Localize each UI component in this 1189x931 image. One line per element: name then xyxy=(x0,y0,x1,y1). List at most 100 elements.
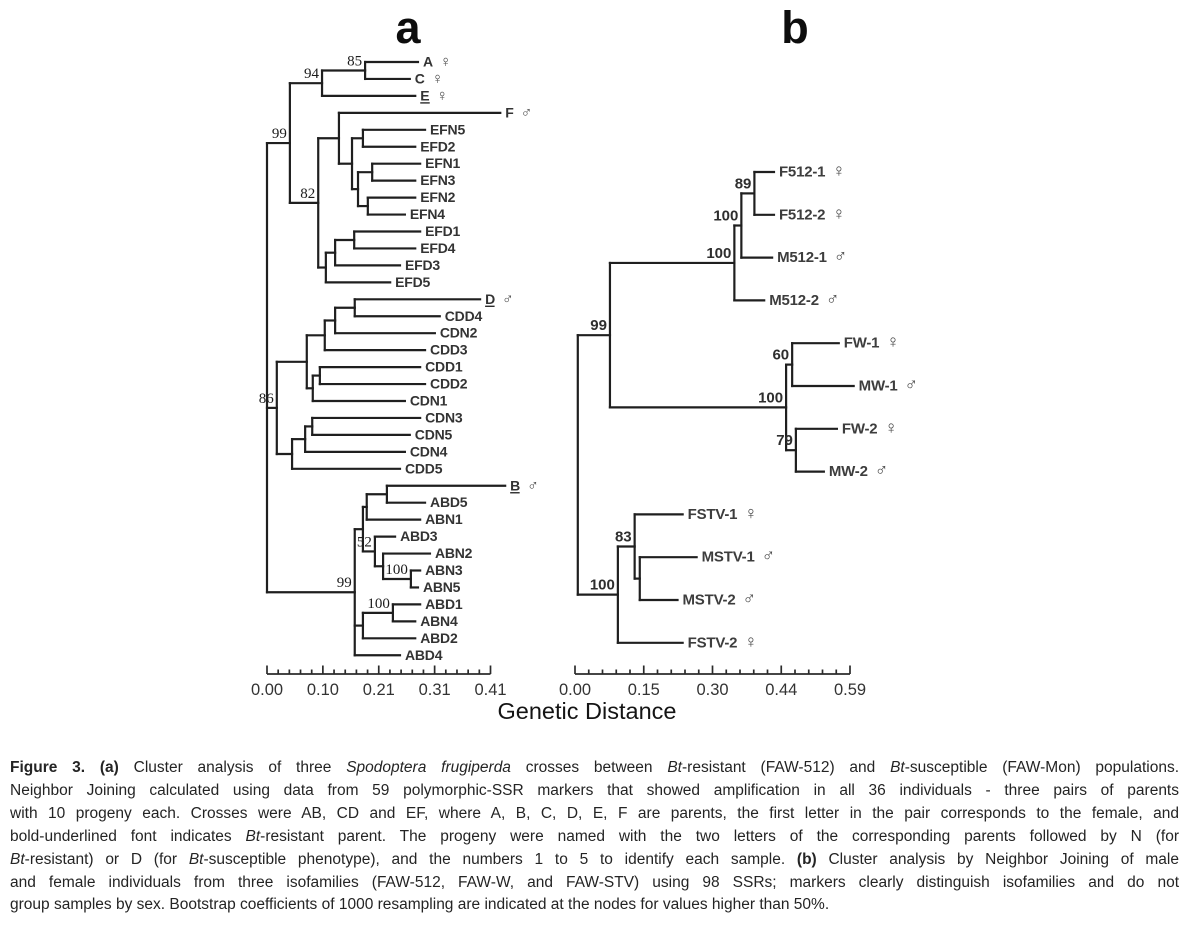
leaf-label: EFN4 xyxy=(410,206,445,222)
bootstrap-value: 60 xyxy=(772,347,789,364)
leaf-label: B ♂ xyxy=(510,477,539,494)
leaf-label: FSTV-1 ♀ xyxy=(688,503,758,523)
caption-line: and female individuals from three isofam… xyxy=(10,872,1179,895)
axis-b: 0.00 0.15 0.30 0.44 0.59 xyxy=(559,665,866,699)
axis-tick-label: 0.10 xyxy=(307,681,339,699)
bootstrap-value: 100 xyxy=(590,577,615,594)
leaf-label: MW-2 ♂ xyxy=(829,460,888,480)
caption-text: Neighbor Joining calculated using data f… xyxy=(10,781,1179,799)
leaf-label: EFD1 xyxy=(425,223,460,239)
male-icon: ♂ xyxy=(905,375,919,395)
leaf-label: CDD2 xyxy=(430,376,468,392)
leaf-label: EFN1 xyxy=(425,155,460,171)
caption-text: bold-underlined font indicates xyxy=(10,827,246,845)
bootstrap-value: 100 xyxy=(385,562,408,578)
dendrogram-a: A ♀C ♀ 85 E ♀ 94 F ♂ EFN5EFD2EFN1EFN3EFN2EFN4EFD1… xyxy=(259,53,539,662)
xaxis-label: Genetic Distance xyxy=(497,698,677,724)
leaf-label: ABN1 xyxy=(425,511,463,527)
leaf-label: F512-2 ♀ xyxy=(779,203,846,223)
figure-caption: Figure 3. (a) Cluster analysis of three … xyxy=(10,757,1179,917)
leaf-label: MSTV-2 ♂ xyxy=(683,589,756,609)
caption-text: Bt xyxy=(245,827,261,845)
axis-tick-label: 0.00 xyxy=(559,681,591,699)
bootstrap-value: 100 xyxy=(367,596,390,612)
dendrogram-figure: A ♀C ♀ 85 E ♀ 94 F ♂ EFN5EFD2EFN1EFN3EFN2EFN4EFD1… xyxy=(251,53,918,699)
leaf-label: E ♀ xyxy=(420,87,448,104)
panel-a-label: a xyxy=(395,2,421,53)
leaf-label: EFN5 xyxy=(430,121,465,137)
caption-text: Bt xyxy=(890,759,905,776)
caption-line: group samples by sex. Bootstrap coeffici… xyxy=(10,894,1179,917)
bootstrap-value: 99 xyxy=(590,317,607,334)
bootstrap-value: 82 xyxy=(300,186,315,202)
caption-text: crosses between xyxy=(510,759,668,776)
leaf-label: M512-1 ♂ xyxy=(777,246,847,266)
leaf-label: D ♂ xyxy=(485,291,514,308)
male-icon: ♂ xyxy=(521,104,533,121)
dendrogram-b: F512-1 ♀ F512-2 ♀ 89 M512-1 ♂ 100 M512-2 ♂ 100 FW-1… xyxy=(576,161,918,651)
leaf-label: ABN5 xyxy=(423,579,461,595)
caption-text: -susceptible phenotype), and the numbers… xyxy=(203,850,797,868)
leaf-label: EFD4 xyxy=(420,240,455,256)
leaf-label: EFN2 xyxy=(420,189,455,205)
leaf-label: MSTV-1 ♂ xyxy=(702,546,775,566)
axis-tick-label: 0.21 xyxy=(363,681,395,699)
axis-a: 0.00 0.10 0.21 0.31 0.41 xyxy=(251,665,507,699)
caption-line: Figure 3. (a) Cluster analysis of three … xyxy=(10,757,1179,780)
caption-text: Bt xyxy=(10,850,25,868)
leaf-label: ABD3 xyxy=(400,528,438,544)
leaf-label: ABN4 xyxy=(420,613,458,629)
leaf-label: ABD2 xyxy=(420,630,458,646)
leaf-label: F512-1 ♀ xyxy=(779,161,846,181)
caption-text: Cluster analysis by Neighbor Joining of … xyxy=(816,850,1179,868)
leaf-label: FSTV-2 ♀ xyxy=(688,631,758,651)
male-icon: ♂ xyxy=(875,460,889,480)
caption-line: bold-underlined font indicates Bt-resist… xyxy=(10,826,1179,849)
caption-text: Figure 3. (a) xyxy=(10,759,134,776)
caption-text: Bt xyxy=(667,759,682,776)
bootstrap-value: 89 xyxy=(735,175,752,192)
bootstrap-value: 99 xyxy=(272,126,287,142)
axis-tick-label: 0.31 xyxy=(419,681,451,699)
male-icon: ♂ xyxy=(834,246,848,266)
caption-line: Neighbor Joining calculated using data f… xyxy=(10,780,1179,803)
bootstrap-value: 52 xyxy=(357,534,372,550)
female-icon: ♀ xyxy=(886,332,900,352)
leaf-label: CDN3 xyxy=(425,409,463,425)
bootstrap-value: 100 xyxy=(706,245,731,262)
male-icon: ♂ xyxy=(826,289,840,309)
male-icon: ♂ xyxy=(743,589,757,609)
leaf-label: MW-1 ♂ xyxy=(859,375,918,395)
caption-line: with 10 progeny each. Crosses were AB, C… xyxy=(10,803,1179,826)
leaf-label: ABN3 xyxy=(425,562,463,578)
bootstrap-value: 83 xyxy=(615,529,632,546)
leaf-label: ABD4 xyxy=(405,647,443,663)
female-icon: ♀ xyxy=(432,70,444,87)
leaf-label: EFD5 xyxy=(395,274,430,290)
male-icon: ♂ xyxy=(762,546,776,566)
leaf-label: EFN3 xyxy=(420,172,455,188)
leaf-label: EFD3 xyxy=(405,257,440,273)
leaf-label: ABD5 xyxy=(430,494,468,510)
caption-text: -resistant (FAW-512) and xyxy=(682,759,891,776)
bootstrap-value: 99 xyxy=(337,575,352,591)
leaf-label: F ♂ xyxy=(505,104,532,121)
leaf-label: A ♀ xyxy=(423,54,452,71)
bootstrap-value: 86 xyxy=(259,391,275,407)
axis-tick-label: 0.41 xyxy=(474,681,506,699)
leaf-label: M512-2 ♂ xyxy=(769,289,839,309)
axis-tick-label: 0.44 xyxy=(765,681,797,699)
caption-text: -resistant parent. The progeny were name… xyxy=(260,827,1179,845)
female-icon: ♀ xyxy=(440,54,452,71)
leaf-label: CDN2 xyxy=(440,325,478,341)
leaf-label: CDN5 xyxy=(415,426,453,442)
leaf-label: FW-2 ♀ xyxy=(842,417,898,437)
caption-text: -susceptible (FAW-Mon) populations. xyxy=(904,759,1179,776)
male-icon: ♂ xyxy=(502,291,514,308)
leaf-label: CDD5 xyxy=(405,460,443,476)
female-icon: ♀ xyxy=(884,417,898,437)
bootstrap-value: 94 xyxy=(304,66,320,82)
caption-text: -resistant) or D (for xyxy=(24,850,189,868)
axis-tick-label: 0.59 xyxy=(834,681,866,699)
female-icon: ♀ xyxy=(744,631,758,651)
